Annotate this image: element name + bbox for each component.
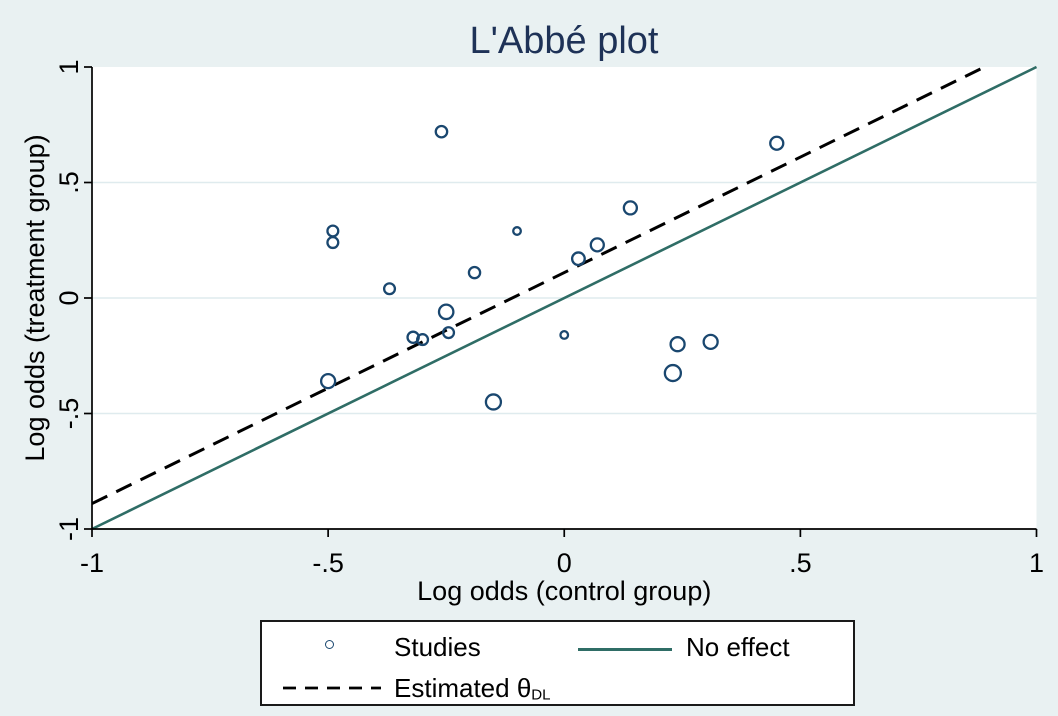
study-point <box>559 330 570 340</box>
legend-label-estimated-text: Estimated θ <box>394 673 532 703</box>
y-tick-label: 0 <box>54 290 84 305</box>
study-point <box>669 336 686 353</box>
no-effect-line-icon <box>578 648 672 651</box>
study-point <box>437 303 455 321</box>
study-point <box>484 393 503 411</box>
y-tick-label: -.5 <box>54 398 84 430</box>
study-point <box>319 373 337 390</box>
study-point <box>622 200 639 216</box>
legend-label-estimated-subscript: DL <box>531 686 551 704</box>
legend-box: Studies No effect Estimated θDL <box>260 620 855 706</box>
y-tick-label: 1 <box>54 59 84 74</box>
legend-label-no-effect: No effect <box>686 632 790 662</box>
x-tick-label: 0 <box>557 548 572 578</box>
legend-label-studies: Studies <box>394 632 481 662</box>
x-tick-label: -.5 <box>312 548 344 578</box>
study-point <box>512 226 522 236</box>
y-axis-title: Log odds (treatment group) <box>20 134 50 461</box>
estimated-theta-line <box>91 65 986 505</box>
study-point <box>434 124 449 139</box>
x-tick-label: .5 <box>789 548 812 578</box>
study-point <box>769 135 785 151</box>
study-point <box>702 333 719 351</box>
plot-title: L'Abbé plot <box>469 20 659 62</box>
x-axis-title: Log odds (control group) <box>417 576 711 606</box>
study-point <box>382 282 397 296</box>
y-tick-label: .5 <box>54 171 84 194</box>
legend-label-estimated: Estimated θDL <box>394 672 551 712</box>
no-effect-line <box>91 65 1038 531</box>
estimated-line-icon <box>283 686 381 690</box>
study-point <box>467 265 482 280</box>
study-point <box>663 363 683 383</box>
study-point <box>570 251 586 267</box>
y-tick-label: -1 <box>54 517 84 541</box>
study-point <box>416 333 430 347</box>
studies-marker-icon <box>325 640 334 649</box>
x-tick-label: -1 <box>80 548 104 578</box>
study-point <box>326 236 340 250</box>
x-tick-label: 1 <box>1029 548 1044 578</box>
study-point <box>441 326 456 340</box>
study-point <box>589 237 605 253</box>
